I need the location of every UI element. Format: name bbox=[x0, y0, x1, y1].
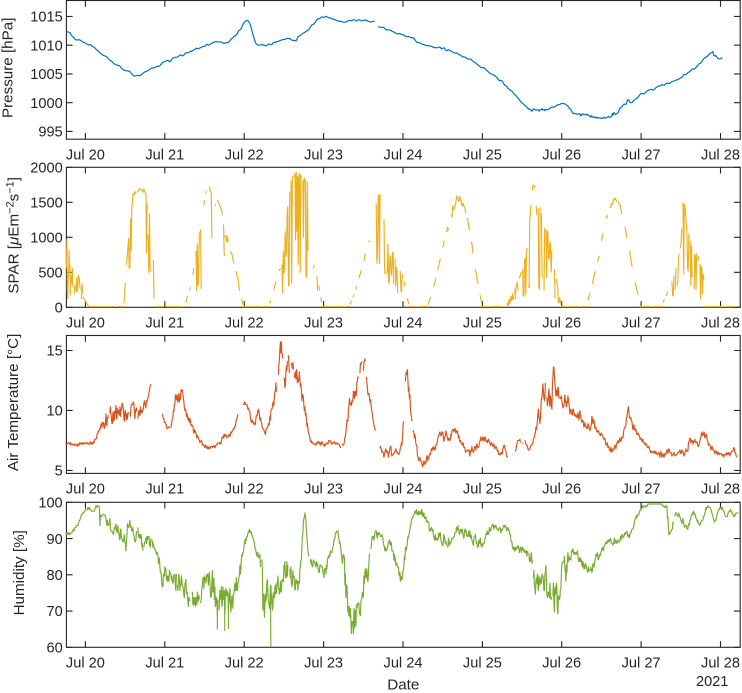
svg-text:60: 60 bbox=[46, 641, 62, 657]
svg-text:1015: 1015 bbox=[30, 10, 62, 26]
svg-text:Jul 20: Jul 20 bbox=[66, 482, 105, 498]
svg-text:Jul 27: Jul 27 bbox=[622, 316, 661, 332]
svg-text:Jul 23: Jul 23 bbox=[304, 316, 343, 332]
svg-text:Jul 24: Jul 24 bbox=[384, 147, 423, 163]
svg-text:Jul 26: Jul 26 bbox=[542, 482, 581, 498]
svg-text:Jul 25: Jul 25 bbox=[463, 482, 502, 498]
svg-text:Jul 21: Jul 21 bbox=[145, 316, 184, 332]
svg-text:2021: 2021 bbox=[696, 674, 728, 690]
svg-text:Jul 22: Jul 22 bbox=[225, 316, 264, 332]
svg-text:Jul 26: Jul 26 bbox=[542, 656, 581, 672]
svg-text:10: 10 bbox=[46, 404, 62, 420]
svg-text:15: 15 bbox=[46, 344, 62, 360]
svg-text:Jul 20: Jul 20 bbox=[66, 656, 105, 672]
svg-text:SPAR [μEm−2s−1]: SPAR [μEm−2s−1] bbox=[5, 177, 23, 294]
svg-text:70: 70 bbox=[46, 604, 62, 620]
svg-text:Jul 28: Jul 28 bbox=[701, 482, 740, 498]
svg-text:Jul 25: Jul 25 bbox=[463, 656, 502, 672]
svg-text:Air Temperature [°C]: Air Temperature [°C] bbox=[5, 334, 22, 471]
svg-text:1005: 1005 bbox=[30, 67, 62, 83]
svg-text:Pressure [hPa]: Pressure [hPa] bbox=[0, 18, 17, 118]
svg-text:Jul 27: Jul 27 bbox=[622, 147, 661, 163]
svg-text:100: 100 bbox=[38, 496, 62, 512]
svg-text:Jul 25: Jul 25 bbox=[463, 316, 502, 332]
svg-text:Jul 23: Jul 23 bbox=[304, 656, 343, 672]
svg-text:1000: 1000 bbox=[30, 231, 62, 247]
svg-text:995: 995 bbox=[38, 125, 62, 141]
svg-text:Jul 26: Jul 26 bbox=[542, 316, 581, 332]
svg-text:Jul 23: Jul 23 bbox=[304, 147, 343, 163]
svg-text:1000: 1000 bbox=[30, 96, 62, 112]
svg-text:Jul 27: Jul 27 bbox=[622, 656, 661, 672]
svg-text:Jul 28: Jul 28 bbox=[701, 147, 740, 163]
svg-text:90: 90 bbox=[46, 532, 62, 548]
svg-text:Jul 26: Jul 26 bbox=[542, 147, 581, 163]
svg-text:Jul 28: Jul 28 bbox=[701, 656, 740, 672]
svg-text:1500: 1500 bbox=[30, 196, 62, 212]
svg-text:Humidity [%]: Humidity [%] bbox=[11, 530, 28, 615]
svg-text:Date: Date bbox=[387, 676, 419, 693]
svg-text:2000: 2000 bbox=[30, 161, 62, 177]
svg-text:Jul 27: Jul 27 bbox=[622, 482, 661, 498]
svg-text:Jul 24: Jul 24 bbox=[384, 656, 423, 672]
svg-text:Jul 21: Jul 21 bbox=[145, 656, 184, 672]
svg-text:Jul 25: Jul 25 bbox=[463, 147, 502, 163]
svg-text:0: 0 bbox=[55, 301, 63, 317]
svg-text:Jul 24: Jul 24 bbox=[384, 482, 423, 498]
svg-text:Jul 22: Jul 22 bbox=[225, 656, 264, 672]
svg-text:Jul 24: Jul 24 bbox=[384, 316, 423, 332]
svg-text:80: 80 bbox=[46, 568, 62, 584]
svg-text:Jul 28: Jul 28 bbox=[701, 316, 740, 332]
svg-text:Jul 22: Jul 22 bbox=[225, 482, 264, 498]
svg-text:Jul 22: Jul 22 bbox=[225, 147, 264, 163]
svg-text:5: 5 bbox=[55, 464, 63, 480]
svg-text:Jul 21: Jul 21 bbox=[145, 482, 184, 498]
svg-text:Jul 21: Jul 21 bbox=[145, 147, 184, 163]
svg-text:Jul 20: Jul 20 bbox=[66, 147, 105, 163]
svg-text:500: 500 bbox=[38, 266, 62, 282]
svg-text:Jul 23: Jul 23 bbox=[304, 482, 343, 498]
svg-text:1010: 1010 bbox=[30, 38, 62, 54]
svg-text:Jul 20: Jul 20 bbox=[66, 316, 105, 332]
